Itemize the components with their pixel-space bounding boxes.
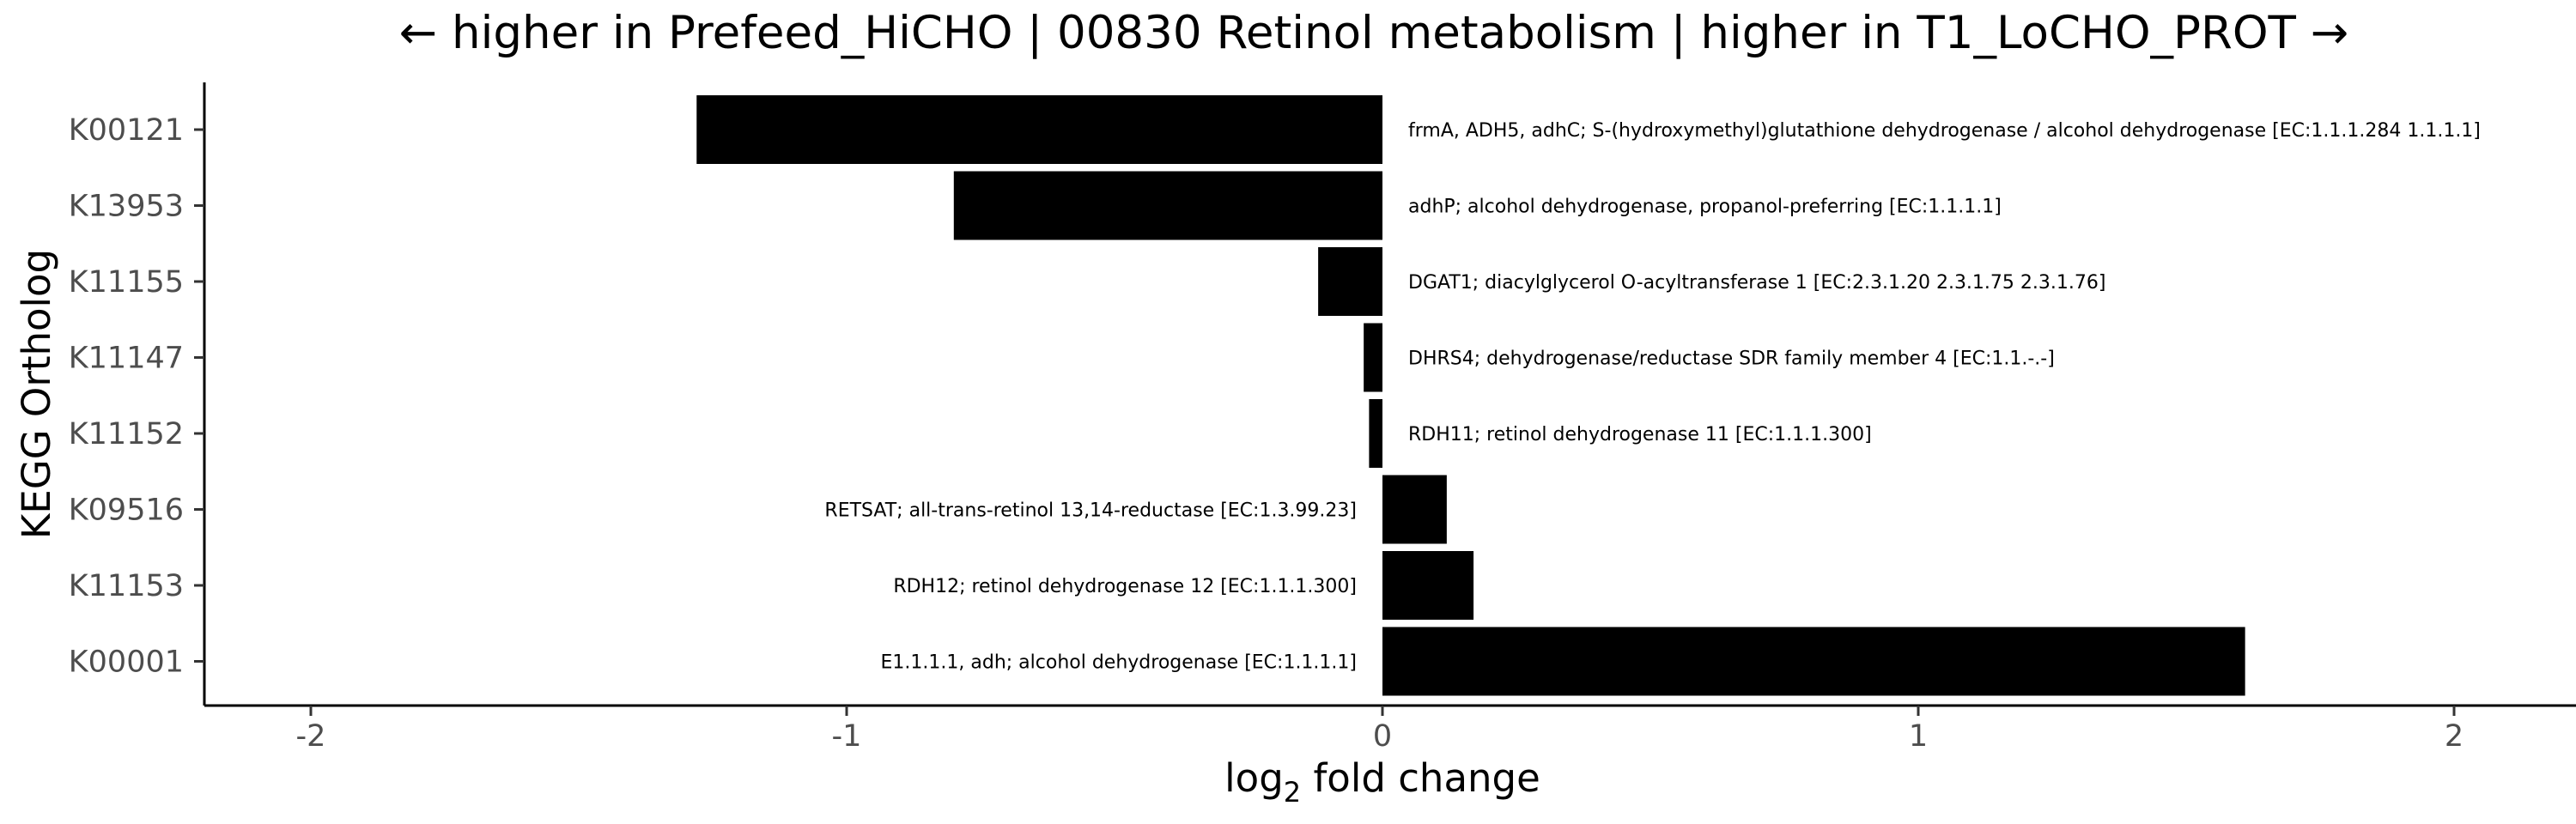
bar-k00121 xyxy=(696,95,1382,164)
x-axis-title-base: log xyxy=(1224,755,1284,801)
bar-annotation-k00121: frmA, ADH5, adhC; S-(hydroxymethyl)gluta… xyxy=(1408,120,2481,142)
bar-k00001 xyxy=(1382,627,2245,696)
x-tick-label: 1 xyxy=(1909,719,1928,754)
x-axis-title-rest: fold change xyxy=(1301,755,1540,801)
bar-annotation-k11152: RDH11; retinol dehydrogenase 11 [EC:1.1.… xyxy=(1408,424,1872,445)
bar-annotation-k00001: E1.1.1.1, adh; alcohol dehydrogenase [EC… xyxy=(881,652,1357,674)
x-tick-label: 0 xyxy=(1373,719,1392,754)
bar-annotation-k09516: RETSAT; all-trans-retinol 13,14-reductas… xyxy=(824,500,1357,522)
x-axis-title-subscript: 2 xyxy=(1284,776,1301,809)
y-tick-label-k11155: K11155 xyxy=(69,265,184,300)
bar-k11155 xyxy=(1318,247,1382,316)
y-axis-title: KEGG Ortholog xyxy=(14,249,59,539)
bar-annotation-k13953: adhP; alcohol dehydrogenase, propanol-pr… xyxy=(1408,197,2002,218)
y-tick-label-k11147: K11147 xyxy=(69,342,184,376)
bar-k11147 xyxy=(1364,323,1382,392)
bar-k09516 xyxy=(1382,475,1447,544)
bar-annotation-k11155: DGAT1; diacylglycerol O-acyltransferase … xyxy=(1408,272,2105,294)
bar-annotation-k11147: DHRS4; dehydrogenase/reductase SDR famil… xyxy=(1408,348,2055,370)
bar-labels-layer: frmA, ADH5, adhC; S-(hydroxymethyl)gluta… xyxy=(824,120,2480,674)
bar-annotation-k11153: RDH12; retinol dehydrogenase 12 [EC:1.1.… xyxy=(893,576,1357,597)
x-tick-label: -2 xyxy=(296,719,326,754)
bar-k11152 xyxy=(1369,399,1382,468)
x-ticks-layer: -2 -1 0 1 2 xyxy=(296,706,2464,754)
y-tick-label-k11153: K11153 xyxy=(69,569,184,603)
y-tick-label-k11152: K11152 xyxy=(69,417,184,451)
bars-layer xyxy=(696,95,2245,696)
x-tick-label: -1 xyxy=(832,719,862,754)
y-tick-label-k09516: K09516 xyxy=(69,494,184,528)
y-ticks-layer: K00121 K13953 K11155 K11147 K11152 K09516 K111… xyxy=(69,113,204,680)
y-tick-label-k13953: K13953 xyxy=(69,190,184,224)
y-tick-label-k00001: K00001 xyxy=(69,645,184,680)
y-tick-label-k00121: K00121 xyxy=(69,113,184,148)
chart-title: ← higher in Prefeed_HiCHO | 00830 Retino… xyxy=(398,7,2349,59)
bar-k13953 xyxy=(953,171,1382,240)
bar-k11153 xyxy=(1382,551,1474,620)
x-axis-title: log2 fold change xyxy=(1224,755,1540,809)
x-tick-label: 2 xyxy=(2445,719,2464,754)
